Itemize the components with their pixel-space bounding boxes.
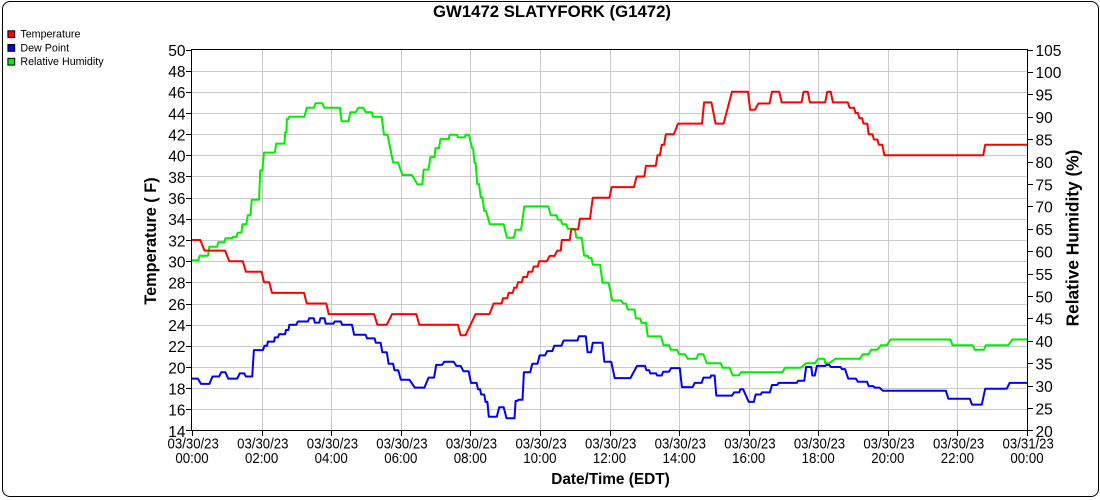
svg-text:16:00: 16:00 (732, 451, 765, 467)
svg-text:14: 14 (168, 424, 186, 441)
svg-text:03/30/23: 03/30/23 (446, 437, 497, 453)
svg-text:95: 95 (1036, 88, 1053, 105)
svg-text:22: 22 (168, 339, 185, 356)
svg-text:46: 46 (168, 85, 185, 102)
svg-text:00:00: 00:00 (1010, 451, 1043, 467)
svg-text:03/30/23: 03/30/23 (307, 437, 358, 453)
svg-text:60: 60 (1036, 245, 1054, 262)
svg-text:Relative Humidity: Relative Humidity (20, 56, 104, 68)
svg-text:18:00: 18:00 (802, 451, 835, 467)
svg-text:32: 32 (168, 233, 185, 250)
svg-text:03/30/23: 03/30/23 (237, 437, 288, 453)
svg-text:GW1472 SLATYFORK (G1472): GW1472 SLATYFORK (G1472) (433, 2, 671, 21)
svg-text:10:00: 10:00 (523, 451, 556, 467)
svg-text:12:00: 12:00 (593, 451, 626, 467)
svg-text:36: 36 (168, 191, 185, 208)
svg-text:24: 24 (168, 318, 186, 335)
svg-text:40: 40 (168, 149, 186, 166)
svg-text:26: 26 (168, 297, 185, 314)
svg-text:03/30/23: 03/30/23 (376, 437, 427, 453)
svg-text:14:00: 14:00 (663, 451, 696, 467)
svg-text:04:00: 04:00 (315, 451, 348, 467)
svg-text:70: 70 (1036, 200, 1054, 217)
svg-text:03/30/23: 03/30/23 (724, 437, 775, 453)
svg-text:100: 100 (1036, 65, 1062, 82)
svg-text:20: 20 (168, 360, 186, 377)
svg-text:75: 75 (1036, 177, 1053, 194)
svg-text:30: 30 (168, 255, 186, 272)
svg-text:03/30/23: 03/30/23 (585, 437, 636, 453)
svg-text:Dew Point: Dew Point (20, 42, 69, 54)
svg-text:03/30/23: 03/30/23 (933, 437, 984, 453)
svg-text:50: 50 (1036, 289, 1054, 306)
svg-text:40: 40 (1036, 334, 1054, 351)
svg-text:03/30/23: 03/30/23 (863, 437, 914, 453)
svg-text:Temperature ( F): Temperature ( F) (142, 177, 160, 304)
svg-text:03/30/23: 03/30/23 (655, 437, 706, 453)
svg-text:06:00: 06:00 (384, 451, 417, 467)
svg-text:44: 44 (168, 106, 186, 123)
svg-text:80: 80 (1036, 155, 1054, 172)
svg-text:Date/Time (EDT): Date/Time (EDT) (551, 471, 670, 488)
svg-text:03/30/23: 03/30/23 (515, 437, 566, 453)
svg-text:35: 35 (1036, 357, 1053, 374)
svg-text:08:00: 08:00 (454, 451, 487, 467)
svg-text:28: 28 (168, 276, 185, 293)
svg-text:20: 20 (1036, 424, 1054, 441)
svg-text:03/30/23: 03/30/23 (168, 437, 219, 453)
svg-text:25: 25 (1036, 401, 1053, 418)
svg-text:22:00: 22:00 (941, 451, 974, 467)
svg-text:85: 85 (1036, 132, 1053, 149)
svg-text:42: 42 (168, 128, 185, 145)
svg-text:03/30/23: 03/30/23 (794, 437, 845, 453)
svg-text:48: 48 (168, 64, 185, 81)
svg-text:02:00: 02:00 (245, 451, 278, 467)
svg-text:45: 45 (1036, 312, 1053, 329)
svg-text:30: 30 (1036, 379, 1054, 396)
svg-text:90: 90 (1036, 110, 1054, 127)
svg-text:34: 34 (168, 212, 186, 229)
svg-text:20:00: 20:00 (871, 451, 904, 467)
svg-text:18: 18 (168, 382, 185, 399)
svg-text:00:00: 00:00 (175, 451, 208, 467)
svg-text:Relative Humidity (%): Relative Humidity (%) (1062, 150, 1082, 327)
svg-text:16: 16 (168, 403, 185, 420)
svg-text:105: 105 (1036, 43, 1062, 60)
svg-text:38: 38 (168, 170, 185, 187)
svg-text:03/31/23: 03/31/23 (1003, 437, 1054, 453)
svg-text:Temperature: Temperature (20, 29, 80, 41)
svg-text:55: 55 (1036, 267, 1053, 284)
svg-text:50: 50 (168, 43, 186, 60)
svg-text:65: 65 (1036, 222, 1053, 239)
